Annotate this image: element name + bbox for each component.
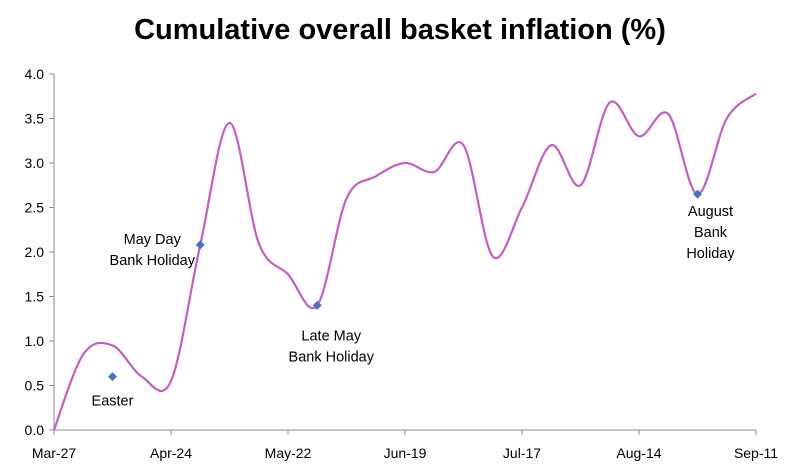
axes: 0.0 0.5 1.0 1.5 2.0 2.5 3.0 3.5 4.0 Mar-27 Apr-24 M…: [25, 66, 779, 461]
chart-title: Cumulative overall basket inflation (%): [134, 14, 666, 46]
x-tick-label: Jul-17: [503, 445, 541, 461]
annotation-label: Holiday: [686, 246, 735, 262]
y-tick-label: 2.0: [25, 244, 45, 260]
annotation-label: Easter: [92, 394, 134, 410]
y-tick-label: 3.0: [25, 155, 45, 171]
data-marker: [108, 372, 117, 382]
annotation-label: Bank: [694, 225, 728, 241]
x-tick-label: May-22: [265, 445, 312, 461]
data-marker: [312, 300, 322, 310]
y-tick-label: 0.0: [25, 422, 45, 438]
series-line: [52, 92, 757, 431]
y-tick-label: 2.5: [25, 200, 45, 216]
x-tick-label: Aug-14: [616, 445, 661, 461]
annotation-label: Bank Holiday: [110, 253, 196, 269]
annotation-label: Bank Holiday: [289, 349, 375, 365]
x-tick-label: Mar-27: [32, 445, 77, 461]
y-tick-label: 4.0: [25, 66, 45, 82]
y-tick-label: 1.5: [25, 289, 45, 305]
y-tick-label: 0.5: [25, 378, 45, 394]
annotation-label: Late May: [301, 328, 361, 344]
x-tick-label: Jun-19: [384, 445, 427, 461]
series-layer: [52, 92, 757, 431]
annotation-label: May Day: [124, 232, 182, 248]
data-marker: [195, 240, 205, 250]
x-tick-label: Apr-24: [150, 445, 192, 461]
y-tick-label: 3.5: [25, 111, 45, 127]
data-marker: [693, 189, 702, 199]
y-tick-label: 1.0: [25, 333, 45, 349]
annotations-layer: Easter May Day Bank Holiday Late May Bank Ho…: [92, 204, 736, 409]
annotation-label: August: [688, 204, 733, 220]
x-tick-label: Sep-11: [734, 445, 778, 461]
markers-layer: [108, 189, 702, 382]
